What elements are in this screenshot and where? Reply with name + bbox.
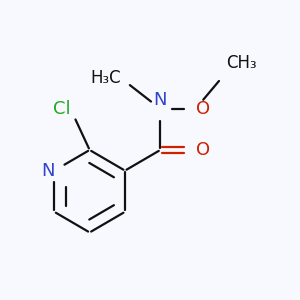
Text: CH₃: CH₃ [226, 54, 257, 72]
Text: N: N [154, 91, 167, 109]
Text: N: N [41, 162, 54, 180]
Text: H₃C: H₃C [90, 69, 121, 87]
Text: O: O [196, 141, 210, 159]
Text: O: O [196, 100, 210, 118]
Text: Cl: Cl [53, 100, 70, 118]
